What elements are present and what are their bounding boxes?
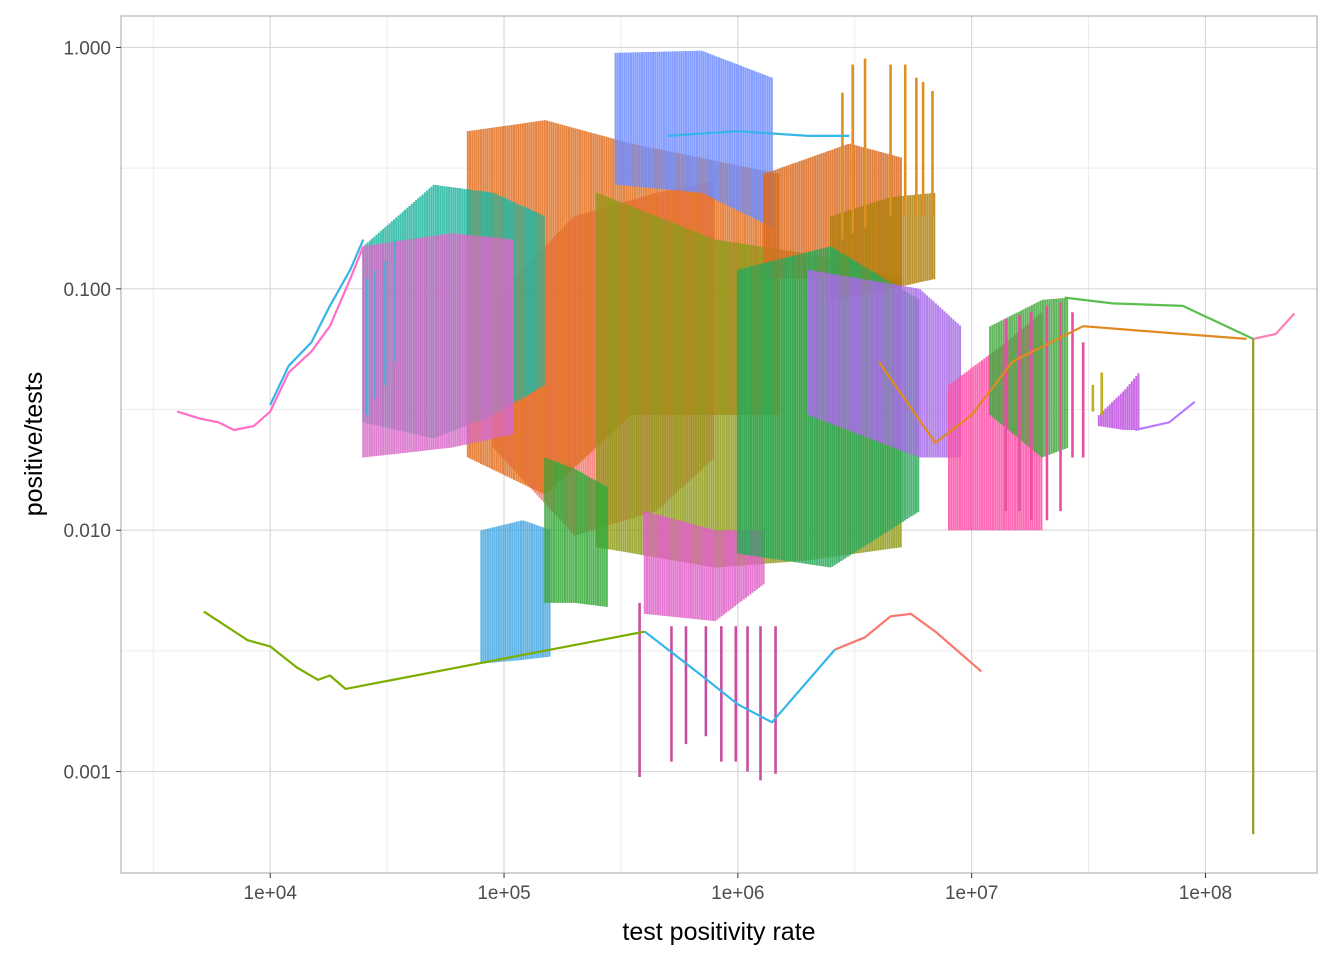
line-series-6 (1064, 296, 1254, 340)
x-tick-label: 1e+08 (1179, 883, 1232, 904)
y-tick-label: 1.000 (63, 38, 111, 59)
line-series-8 (1134, 401, 1196, 432)
x-tick-label: 1e+05 (477, 883, 530, 904)
line-series-9 (877, 325, 1247, 444)
line-layer (176, 130, 1296, 835)
line-series-5 (667, 130, 850, 137)
x-tick-label: 1e+06 (711, 883, 764, 904)
spike-series-27 (841, 58, 934, 240)
line-series-4 (834, 612, 983, 673)
band-series-16 (362, 233, 514, 458)
y-tick-label: 0.100 (63, 280, 111, 301)
band-layer (362, 50, 1140, 664)
y-axis-title: positive/tests (20, 372, 48, 517)
x-axis: 1e+04 1e+05 1e+06 1e+07 1e+08 (244, 873, 1232, 904)
x-axis-title: test positivity rate (622, 918, 815, 946)
band-series-23 (807, 269, 962, 458)
line-series-1 (269, 239, 365, 406)
band-series-26 (1097, 373, 1140, 431)
band-series-18 (544, 457, 608, 607)
y-axis: 0.001 0.010 0.100 1.000 (63, 38, 121, 784)
y-tick-label: 0.010 (63, 521, 111, 542)
y-tick-label: 0.001 (63, 763, 111, 784)
x-tick-label: 1e+07 (945, 883, 998, 904)
spike-series-29 (365, 239, 396, 416)
line-series-7 (1252, 312, 1296, 340)
line-series-2 (203, 610, 646, 690)
line-series-3 (644, 630, 836, 724)
spike-series-28 (638, 602, 777, 781)
band-series-14 (614, 50, 773, 228)
plot-panel (176, 50, 1296, 835)
line-series-0 (176, 245, 365, 432)
panel-border (120, 15, 1318, 874)
x-tick-label: 1e+04 (244, 883, 298, 904)
